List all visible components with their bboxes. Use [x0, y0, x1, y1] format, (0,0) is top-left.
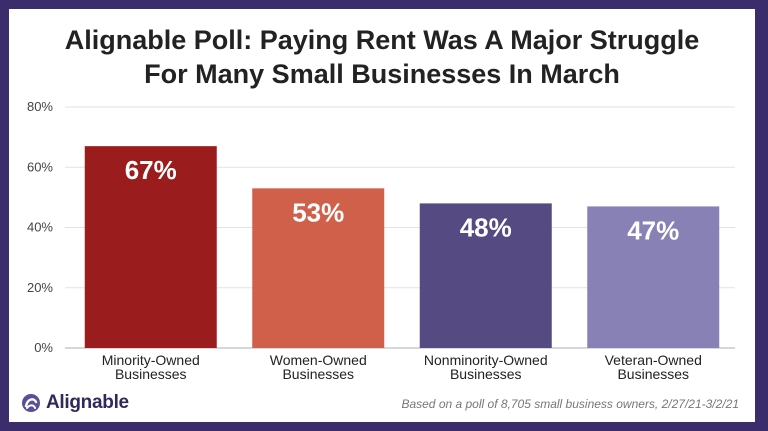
bar-value-label: 48%	[460, 212, 512, 242]
brand-logo[interactable]: Alignable	[21, 392, 129, 414]
x-category-label: Businesses	[450, 366, 522, 382]
bar	[419, 203, 552, 348]
bar	[587, 206, 720, 348]
chart-title: Alignable Poll: Paying Rent Was A Major …	[9, 23, 755, 91]
bar	[84, 146, 217, 348]
bar-value-label: 67%	[125, 155, 177, 185]
bar-chart: 0%20%40%60%80%67%Minority-OwnedBusinesse…	[27, 99, 735, 382]
x-category-label: Nonminority-Owned	[424, 352, 548, 368]
bar-value-label: 53%	[292, 197, 344, 227]
brand-name: Alignable	[46, 392, 129, 413]
x-category-label: Women-Owned	[270, 352, 367, 368]
bar	[252, 188, 385, 348]
x-category-label: Minority-Owned	[102, 352, 200, 368]
source-footnote: Based on a poll of 8,705 small business …	[401, 397, 739, 411]
chart-title-line-1: Alignable Poll: Paying Rent Was A Major …	[64, 25, 700, 55]
x-category-label: Veteran-Owned	[605, 352, 702, 368]
y-tick-label: 0%	[34, 340, 53, 355]
x-category-label: Businesses	[115, 366, 187, 382]
alignable-logo-icon	[22, 394, 40, 412]
y-tick-label: 20%	[27, 280, 53, 295]
x-category-label: Businesses	[282, 366, 354, 382]
y-tick-label: 40%	[27, 220, 53, 235]
y-tick-label: 60%	[27, 159, 53, 174]
chart-title-line-2: For Many Small Businesses In March	[144, 59, 620, 89]
bar-value-label: 47%	[627, 215, 679, 245]
x-category-label: Businesses	[617, 366, 689, 382]
chart-card: Alignable Poll: Paying Rent Was A Major …	[9, 9, 755, 422]
y-tick-label: 80%	[27, 99, 53, 114]
